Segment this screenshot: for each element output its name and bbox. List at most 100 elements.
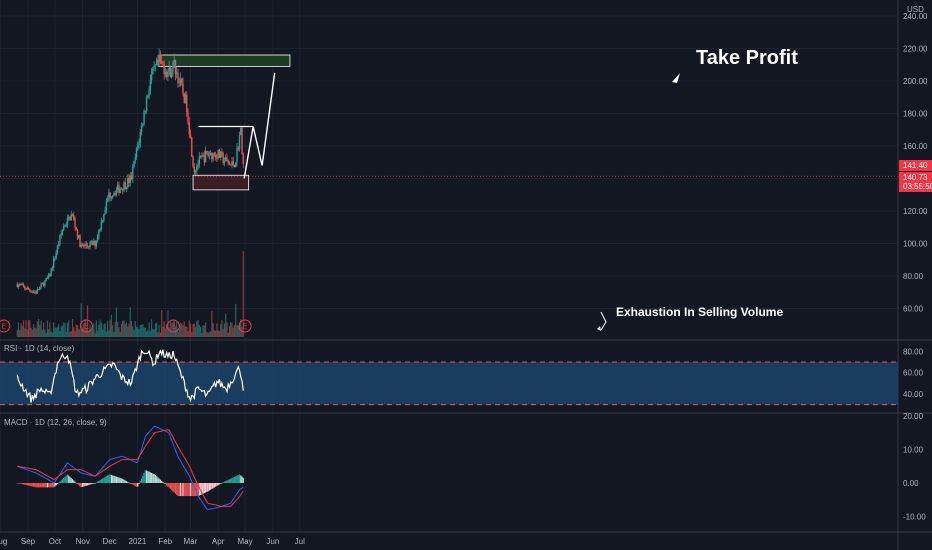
macd-histogram-bar (97, 481, 99, 483)
candle-body (24, 286, 26, 289)
volume-bar (25, 319, 27, 337)
candle-body (236, 147, 238, 163)
macd-histogram-bar (40, 483, 42, 488)
earnings-event-icon[interactable] (166, 319, 180, 333)
macd-histogram-bar (139, 481, 141, 483)
volume-bar (59, 331, 61, 337)
volume-bar (44, 329, 46, 337)
projection-arrow-head (672, 73, 680, 83)
candle-body (140, 125, 143, 132)
earnings-event-icon[interactable] (79, 319, 93, 333)
rsi-tick-label: 40.00 (903, 390, 924, 399)
volume-bar (40, 320, 42, 337)
macd-histogram-bar (34, 483, 36, 488)
candle-body (27, 287, 30, 290)
macd-histogram-bar (237, 474, 239, 483)
macd-histogram-bar (85, 483, 87, 486)
volume-bar (108, 330, 110, 337)
candle-body (138, 142, 140, 146)
candle-body (122, 188, 124, 191)
candle-body (147, 95, 149, 98)
volume-bar (172, 322, 174, 337)
macd-histogram-bar (176, 483, 178, 496)
macd-histogram-bar (73, 480, 75, 483)
candle-body (154, 65, 157, 67)
volume-bar (135, 326, 138, 337)
macd-histogram-bar (201, 483, 203, 495)
volume-bar (31, 329, 33, 337)
macd-histogram-bar (115, 476, 118, 483)
macd-histogram-bar (35, 483, 37, 488)
volume-bar (65, 331, 67, 337)
macd-histogram-bar (98, 480, 100, 483)
candle-body (31, 291, 34, 293)
candle-body (208, 155, 211, 157)
macd-histogram-bar (37, 483, 40, 488)
macd-histogram-bar (202, 483, 204, 494)
candle-body (199, 155, 202, 157)
volume-bar (171, 329, 173, 337)
volume-bar (51, 332, 53, 337)
candle-body (142, 123, 144, 126)
volume-bar (143, 327, 145, 337)
volume-bar (61, 325, 64, 337)
macd-histogram-bar (102, 478, 104, 483)
candle-body (129, 175, 131, 183)
support-zone[interactable] (192, 174, 250, 191)
macd-histogram-bar (151, 472, 153, 483)
candle-body (227, 159, 229, 163)
candle-body (201, 155, 203, 157)
volume-bar (117, 321, 119, 337)
volume-bar (53, 322, 55, 337)
macd-histogram-bar (222, 482, 224, 483)
price-tick-label: 120.00 (903, 207, 928, 216)
macd-histogram-bar (212, 483, 214, 489)
volume-bar (19, 329, 21, 337)
candle-body (178, 82, 180, 84)
macd-axis[interactable]: 20.00 10.00 0.00 -10.00 (903, 412, 926, 522)
macd-histogram-bar (171, 483, 173, 491)
candle-body (235, 162, 237, 168)
candle-body (231, 161, 233, 166)
volume-bar (210, 331, 212, 337)
candle-body (209, 153, 212, 156)
volume-bar (83, 323, 85, 337)
macd-histogram-bar (235, 476, 237, 483)
candle-body (242, 154, 244, 164)
volume-bar (154, 323, 156, 337)
candle-body (98, 229, 100, 238)
volume-bar (197, 319, 199, 337)
macd-histogram-bar (64, 476, 66, 483)
macd-histogram-bar (227, 479, 229, 483)
macd-histogram-bar (173, 483, 175, 493)
candle-body (179, 78, 182, 83)
volume-bar (93, 323, 95, 337)
volume-bar (81, 327, 84, 337)
macd-histogram-bar (128, 482, 130, 484)
candle-body (103, 214, 105, 221)
candle-body (135, 148, 138, 158)
projection-path[interactable] (243, 72, 276, 179)
earnings-event-icon[interactable] (238, 319, 252, 333)
macd-histogram-bar (130, 483, 133, 484)
volume-bar (149, 331, 151, 337)
volume-bar (225, 313, 227, 337)
price-tick-label: 200.00 (903, 77, 928, 86)
earnings-event-icon[interactable] (0, 319, 11, 333)
candle-body (86, 245, 89, 247)
macd-histogram-bar (68, 475, 70, 483)
macd-histogram-bar (154, 475, 156, 483)
macd-histogram-bar (93, 483, 95, 484)
time-tick-label: Oct (49, 537, 62, 546)
macd-histogram-bar (63, 477, 65, 483)
rsi-axis[interactable]: 80.00 60.00 40.00 (903, 347, 924, 399)
macd-histogram-bar (56, 483, 59, 485)
time-tick-label: Jun (266, 537, 279, 546)
volume-bar (145, 331, 148, 337)
time-axis[interactable]: Sep Oct Nov Dec 2021 Feb Mar Apr May Jun Jul Aug (0, 537, 305, 546)
macd-histogram-bar (39, 483, 41, 488)
take-profit-zone[interactable] (158, 54, 291, 67)
time-tick-label: Jul (295, 537, 305, 546)
candle-body (214, 154, 217, 158)
